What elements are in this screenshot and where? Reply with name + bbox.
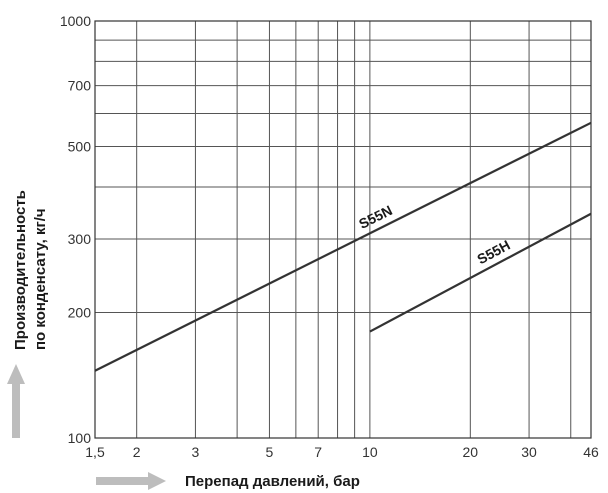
x-tick-label: 1,5 — [85, 444, 105, 460]
series-label-s55n: S55N — [356, 202, 394, 232]
x-tick-label: 46 — [583, 444, 599, 460]
series-group: S55N S55H — [94, 121, 592, 372]
x-tick-label: 3 — [192, 444, 200, 460]
x-tick-label: 20 — [463, 444, 479, 460]
x-tick-label: 7 — [314, 444, 322, 460]
y-axis-title-line-1: Производительность — [12, 190, 29, 350]
y-tick-labels: 100 200 300 500 700 1000 — [60, 13, 91, 446]
x-tick-label: 5 — [266, 444, 274, 460]
series-label-s55h: S55H — [474, 237, 512, 268]
series-line-s55h — [369, 212, 592, 333]
x-tick-label: 30 — [521, 444, 537, 460]
x-axis-arrow — [96, 472, 166, 490]
y-axis-title-line-2: по конденсату, кг/ч — [32, 208, 49, 350]
x-tick-label: 2 — [133, 444, 141, 460]
y-tick-label: 500 — [68, 139, 92, 155]
series-line-s55n — [94, 121, 592, 372]
y-tick-label: 100 — [68, 430, 92, 446]
grid — [94, 20, 592, 439]
y-axis-arrow — [7, 364, 25, 438]
x-tick-label: 10 — [362, 444, 378, 460]
x-axis-title: Перепад давлений, бар — [185, 473, 360, 490]
y-tick-label: 700 — [68, 78, 92, 94]
y-tick-label: 300 — [68, 231, 92, 247]
y-tick-label: 200 — [68, 304, 92, 320]
y-tick-label: 1000 — [60, 13, 91, 29]
x-tick-labels: 1,5 2 3 5 7 10 20 30 46 — [85, 444, 599, 460]
plot-frame — [94, 20, 592, 439]
